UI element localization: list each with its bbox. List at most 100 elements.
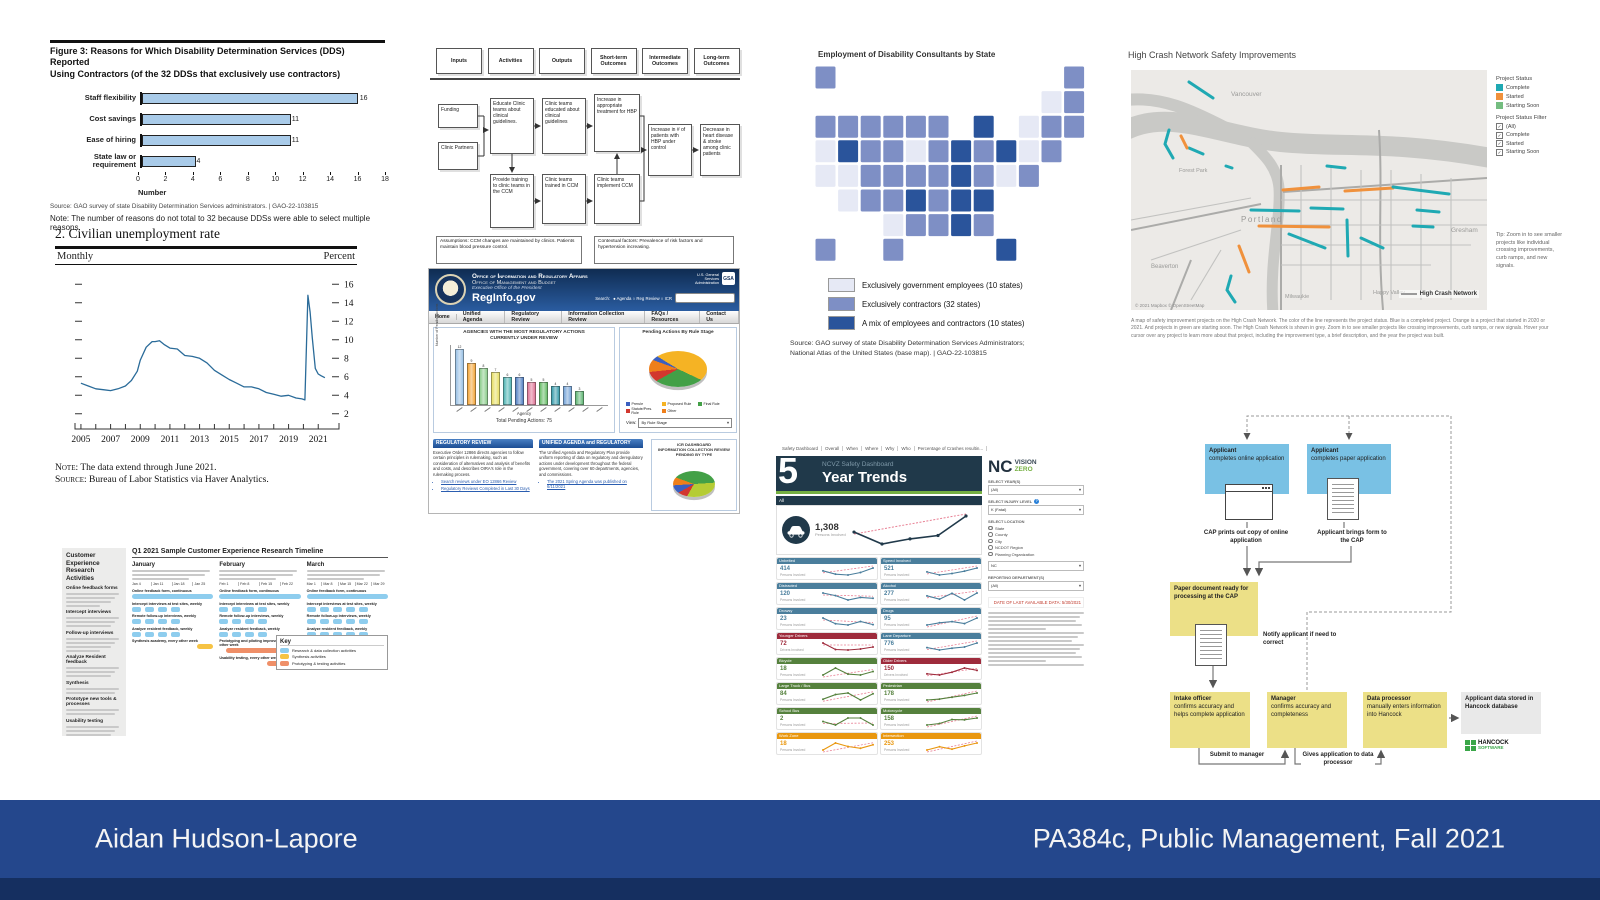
state-tile-RI	[1063, 114, 1086, 139]
nav-item[interactable]: FAQs / Resources	[645, 311, 701, 323]
state-tile-OK	[882, 213, 905, 238]
project-segment-started[interactable]	[1257, 224, 1331, 229]
injury-select[interactable]: K (Fatal) ▾	[988, 505, 1084, 515]
project-segment-complete[interactable]	[1163, 128, 1175, 160]
activity-dot	[345, 619, 355, 624]
sidebar-section-heading: Prototype new tools & processes	[66, 697, 117, 708]
project-segment-complete[interactable]	[1345, 218, 1350, 258]
checkbox-checked-icon[interactable]: ✓	[1496, 148, 1503, 156]
trend-card-label: Persons Involved	[780, 698, 806, 702]
filter-checkbox-row[interactable]: ✓ Started	[1496, 140, 1568, 147]
project-segment-complete[interactable]	[1325, 164, 1347, 170]
region-select[interactable]: NC ▾	[988, 560, 1084, 571]
project-segment-complete[interactable]	[1411, 224, 1435, 229]
view-select[interactable]: By Rule Stage ▾	[638, 417, 732, 428]
radio-icon[interactable]	[988, 538, 993, 544]
search-scope-option[interactable]: ● Agenda	[613, 295, 633, 301]
bar-row: Ease of hiring 11	[50, 130, 385, 151]
bar-value-label: 11	[291, 136, 299, 144]
note-text: The data extend through June 2021.	[80, 462, 217, 473]
chart-notes: Note: The data extend through June 2021.…	[55, 462, 357, 488]
project-segment-started[interactable]	[1343, 186, 1395, 193]
reporting-label: REPORTING DEPARTMENT(S)	[988, 574, 1045, 580]
radio-icon[interactable]	[988, 525, 993, 531]
pie-legend-item: Statute/Pres. Rule	[626, 407, 660, 415]
trend-card-header: School Bus	[777, 708, 877, 714]
map-city-label: Forest Park	[1179, 168, 1208, 174]
year-select[interactable]: (All) ▾	[988, 485, 1084, 495]
activity-dot	[171, 606, 180, 612]
nav-item[interactable]: Home	[429, 314, 457, 320]
trend-sparkline	[926, 615, 978, 628]
radio-icon[interactable]	[988, 545, 993, 550]
project-segment-complete[interactable]	[1287, 232, 1327, 250]
activity-shape-row	[132, 594, 214, 599]
status-legend-item: Started	[1496, 93, 1568, 100]
svg-text:10: 10	[344, 335, 354, 345]
nav-item[interactable]: Contact Us	[700, 311, 740, 323]
text-skeleton-line	[306, 578, 364, 580]
project-segment-complete[interactable]	[1309, 206, 1345, 211]
checkbox-checked-icon[interactable]: ✓	[1496, 123, 1503, 130]
dashboard-tab[interactable]: Who	[898, 446, 915, 451]
text-skeleton-line	[66, 671, 116, 674]
checkbox-checked-icon[interactable]: ✓	[1496, 140, 1503, 147]
x-tick-label: 18	[381, 175, 389, 183]
search-scope-option[interactable]: ○ Reg Review	[632, 295, 661, 301]
gsa-text: U.S. General Services Administration	[694, 272, 719, 285]
x-tick-mark	[165, 171, 167, 175]
nav-item[interactable]: Information Collection Review	[562, 311, 646, 323]
dashboard-tab[interactable]: Safety Dashboard	[779, 446, 823, 451]
dashboard-tab[interactable]: When	[843, 446, 863, 451]
project-segment-complete[interactable]	[1187, 146, 1205, 156]
location-radio-county[interactable]: County	[988, 532, 1084, 537]
radio-icon[interactable]	[988, 532, 993, 537]
nav-item[interactable]: Regulatory Review	[505, 311, 563, 323]
section-link[interactable]: Search reviews under EO 12866 Review	[441, 479, 533, 484]
state-tile-TN	[927, 188, 950, 213]
box-data-processor: Data processor manually enters informati…	[1363, 692, 1447, 748]
filter-checkbox-row[interactable]: ✓ Complete	[1496, 131, 1568, 139]
location-radio-ncdot-region[interactable]: NCDOT Region	[988, 545, 1084, 550]
project-segment-complete[interactable]	[1187, 80, 1215, 100]
project-segment-complete[interactable]	[1359, 236, 1385, 250]
map-source: Source: GAO survey of state Disability D…	[790, 339, 1102, 358]
location-radio-planning-organization[interactable]: Planning Organization	[988, 552, 1084, 557]
dashboard-tab[interactable]: Where	[862, 446, 883, 451]
trend-card-value: 150	[884, 665, 895, 672]
checkbox-checked-icon[interactable]: ✓	[1496, 131, 1503, 139]
bar: 3	[575, 387, 584, 405]
project-segment-started[interactable]	[1179, 134, 1189, 150]
nav-item[interactable]: Unified Agenda	[457, 311, 506, 323]
dashboard-tab[interactable]: Percentage of Crashes resultin...	[915, 446, 988, 451]
project-segment-started[interactable]	[1281, 185, 1321, 192]
radio-icon[interactable]	[988, 551, 993, 557]
ncvz-logo: NC VISION ZERO	[988, 458, 1084, 475]
dashboard-tab[interactable]: Overall	[822, 446, 844, 451]
search-input[interactable]	[675, 293, 735, 303]
location-radio-state[interactable]: State	[988, 526, 1084, 531]
project-segment-complete[interactable]	[1391, 185, 1451, 196]
note-label: Note:	[55, 462, 79, 473]
activity-shape-row	[306, 606, 388, 612]
bar-value-label: 4	[196, 157, 201, 165]
project-segment-complete[interactable]	[1415, 208, 1441, 214]
section-link[interactable]: Regulatory Reviews Completed in Last 30 …	[441, 486, 533, 491]
info-icon[interactable]: ?	[1034, 499, 1040, 504]
project-segment-complete[interactable]	[1249, 208, 1301, 213]
week-label: Mar 22	[354, 582, 372, 586]
key-item: Synthesis activities	[280, 654, 384, 659]
filter-checkbox-row[interactable]: ✓ Starting Soon	[1496, 148, 1568, 156]
project-segment-complete[interactable]	[1225, 274, 1237, 304]
section-link[interactable]: The 2021 Spring Agenda was published on …	[547, 479, 643, 489]
reporting-select[interactable]: (All) ▾	[988, 580, 1084, 591]
location-radio-city[interactable]: City	[988, 539, 1084, 544]
project-segment-started[interactable]	[1237, 244, 1251, 274]
omb-seal-icon	[435, 274, 466, 305]
search-scope-option[interactable]: ○ ICR	[660, 295, 672, 301]
filter-checkbox-row[interactable]: ✓ (All)	[1496, 123, 1568, 130]
crash-map[interactable]: Vancouver Forest Park Portland Gresham Beave…	[1121, 70, 1493, 315]
svg-text:2015: 2015	[220, 435, 239, 445]
dashboard-tab[interactable]: Why	[882, 446, 899, 451]
project-segment-complete[interactable]	[1224, 164, 1234, 170]
